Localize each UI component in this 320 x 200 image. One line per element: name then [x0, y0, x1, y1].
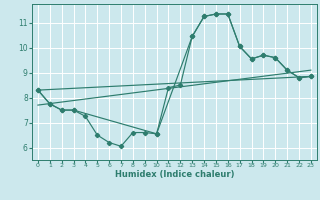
X-axis label: Humidex (Indice chaleur): Humidex (Indice chaleur) [115, 170, 234, 179]
